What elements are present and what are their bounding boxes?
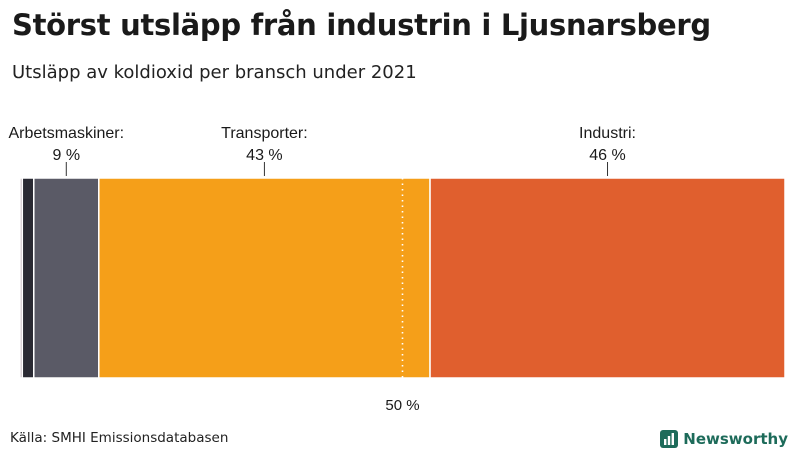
bar-segment-2 <box>33 177 100 379</box>
bar-segment-1 <box>21 177 35 379</box>
bar-segment-4 <box>429 177 786 379</box>
bar-segment-3 <box>98 177 431 379</box>
stacked-bar-chart: Arbetsmaskiner: 9 % Transporter: 43 % Indust… <box>8 125 786 414</box>
segment-value-3: 43 % <box>246 147 282 164</box>
brand-logo: Newsworthy <box>659 428 788 450</box>
reference-line-label: 50 % <box>385 397 419 414</box>
segment-name-2: Arbetsmaskiner: <box>8 125 124 142</box>
chart-title: Störst utsläpp från industrin i Ljusnars… <box>12 8 711 42</box>
brand-name: Newsworthy <box>683 430 788 448</box>
segment-name-4: Industri: <box>579 125 636 142</box>
segment-name-3: Transporter: <box>221 125 308 142</box>
segment-value-2: 9 % <box>52 147 80 164</box>
bar-chart-icon <box>660 430 679 448</box>
source-note: Källa: SMHI Emissionsdatabasen <box>10 430 229 446</box>
segment-value-4: 46 % <box>589 147 625 164</box>
chart-subtitle: Utsläpp av koldioxid per bransch under 2… <box>12 62 417 83</box>
